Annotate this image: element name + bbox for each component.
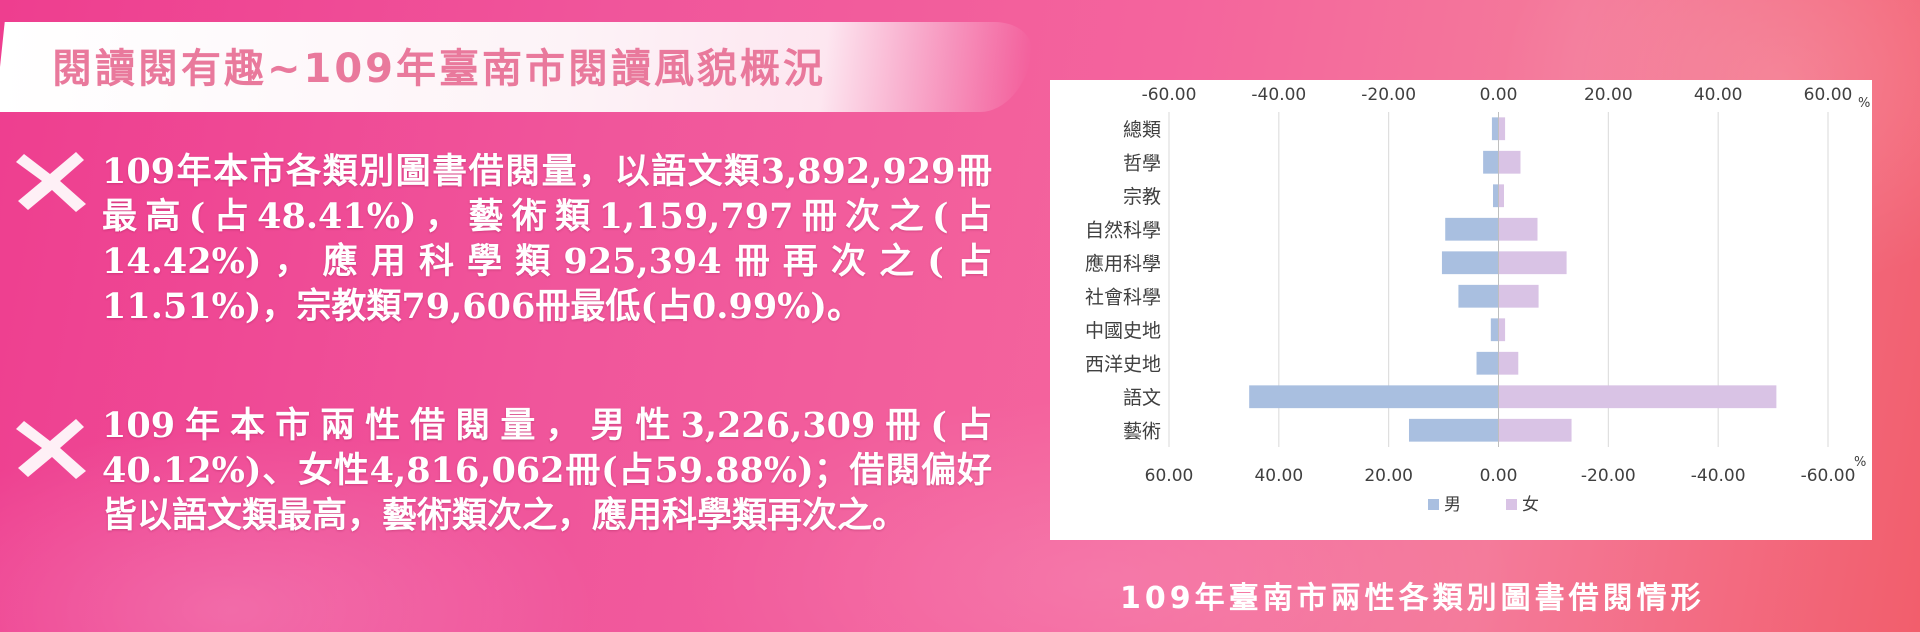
bar-female <box>1498 318 1506 342</box>
bar-female <box>1498 251 1567 275</box>
paragraph-category-borrowing: 109年本市各類別圖書借閱量，以語文類3,892,929冊最高(占48.41%)… <box>102 151 992 327</box>
cross-icon <box>16 152 86 212</box>
bar-female <box>1498 385 1777 409</box>
legend-label-male: 男 <box>1444 495 1461 515</box>
top-axis-unit: % <box>1858 96 1870 111</box>
bar-male <box>1476 351 1499 375</box>
top-tick-label: 60.00 <box>1804 85 1853 105</box>
bar-female <box>1498 351 1519 375</box>
bottom-tick-label: -20.00 <box>1581 466 1636 486</box>
top-tick-label: -60.00 <box>1142 85 1197 105</box>
top-tick-label: 0.00 <box>1480 85 1518 105</box>
bar-female <box>1498 184 1504 208</box>
category-label: 應用科學 <box>1085 252 1161 275</box>
bottom-tick-label: 60.00 <box>1145 466 1194 486</box>
category-label: 語文 <box>1123 387 1161 409</box>
legend-swatch-female <box>1506 499 1517 510</box>
bar-male <box>1493 184 1499 208</box>
bar-female <box>1498 284 1539 308</box>
bar-male <box>1491 117 1499 141</box>
legend-swatch-male <box>1428 499 1439 510</box>
bar-female <box>1498 117 1506 141</box>
gender-category-chart: 總類哲學宗教自然科學應用科學社會科學中國史地西洋史地語文藝術 -60.00 -40.… <box>1050 80 1872 540</box>
category-label: 藝術 <box>1123 420 1161 442</box>
category-label: 宗教 <box>1123 186 1161 208</box>
chart-caption: 109年臺南市兩性各類別圖書借閱情形 <box>1120 581 1705 616</box>
category-label: 西洋史地 <box>1085 353 1161 375</box>
bar-male <box>1408 418 1499 442</box>
bar-male <box>1445 217 1499 241</box>
bar-male <box>1441 251 1499 275</box>
bar-male <box>1249 385 1499 409</box>
top-tick-label: -20.00 <box>1361 85 1416 105</box>
category-label: 社會科學 <box>1085 286 1161 308</box>
bar-male <box>1483 150 1499 174</box>
category-label: 自然科學 <box>1085 219 1161 241</box>
bar-female <box>1498 418 1572 442</box>
legend-label-female: 女 <box>1522 495 1539 515</box>
bottom-tick-label: 20.00 <box>1364 466 1413 486</box>
bottom-tick-label: -60.00 <box>1801 466 1856 486</box>
top-tick-label: 40.00 <box>1694 85 1743 105</box>
bar-female <box>1498 217 1538 241</box>
category-label: 總類 <box>1123 119 1161 141</box>
bottom-axis-unit: % <box>1854 455 1866 470</box>
bottom-tick-label: 40.00 <box>1254 466 1303 486</box>
page-title: 閱讀閱有趣~109年臺南市閱讀風貌概況 <box>52 46 827 92</box>
cross-icon <box>16 419 86 479</box>
bar-female <box>1498 150 1521 174</box>
paragraph-gender-borrowing: 109年本市兩性借閱量，男性3,226,309冊(占40.12%)、女性4,81… <box>102 405 992 536</box>
bottom-tick-label: 0.00 <box>1480 466 1518 486</box>
category-label: 中國史地 <box>1085 320 1161 342</box>
bar-male <box>1458 284 1499 308</box>
top-tick-label: -40.00 <box>1251 85 1306 105</box>
bar-male <box>1490 318 1499 342</box>
bottom-tick-label: -40.00 <box>1691 466 1746 486</box>
category-label: 哲學 <box>1123 152 1161 174</box>
top-tick-label: 20.00 <box>1584 85 1633 105</box>
